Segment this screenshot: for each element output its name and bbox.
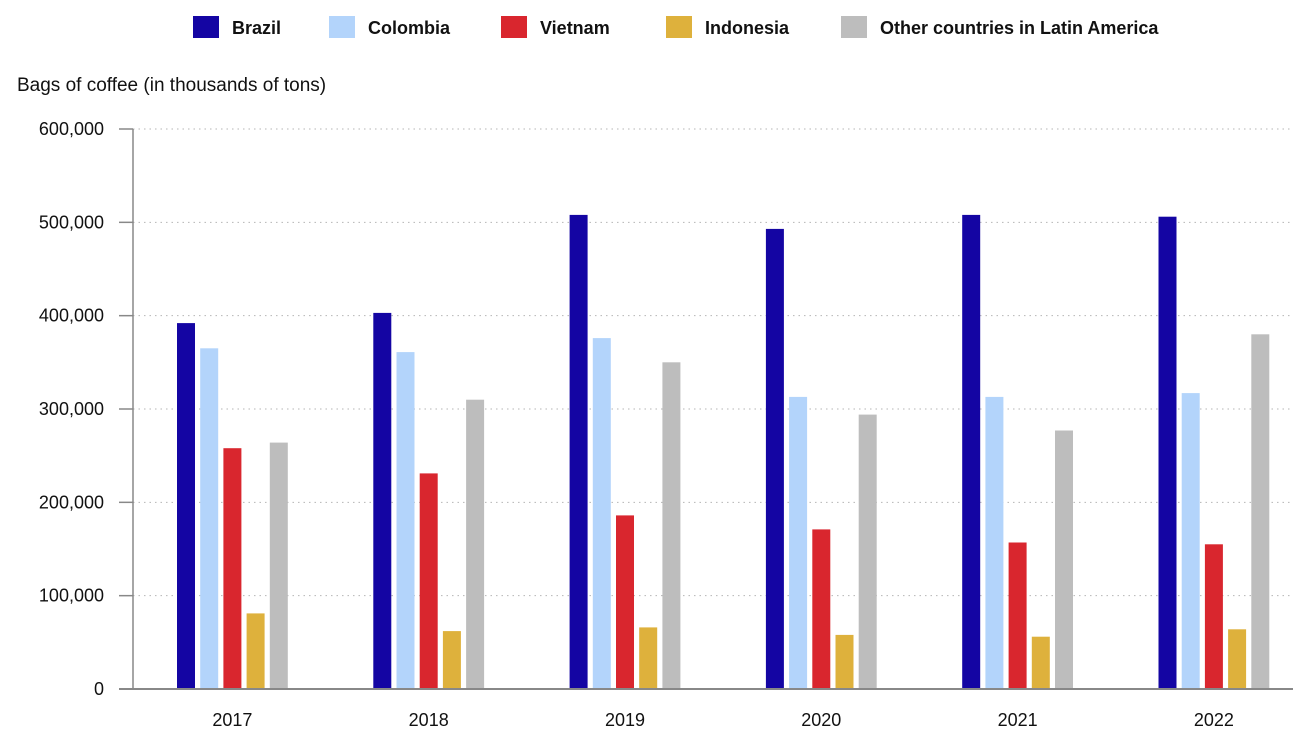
bar-indonesia-2020 <box>835 634 854 689</box>
bar-brazil-2020 <box>765 228 784 689</box>
bar-other-countries-in-latin-america-2018 <box>466 399 485 689</box>
y-axis-ticks: 0 100,000 200,000 300,000 400,000 500,000 600,… <box>39 119 133 699</box>
gridlines <box>133 128 1293 597</box>
bar-other-countries-in-latin-america-2017 <box>269 442 288 689</box>
legend-label-other-countries-in-latin-america: Other countries in Latin America <box>880 18 1159 38</box>
x-tick-label: 2017 <box>212 710 252 730</box>
axes <box>119 129 1293 690</box>
bar-indonesia-2018 <box>442 631 461 689</box>
y-tick-label: 0 <box>94 679 104 699</box>
bar-vietnam-2021 <box>1008 542 1027 689</box>
bar-vietnam-2020 <box>812 529 831 689</box>
y-tick-label: 100,000 <box>39 586 104 606</box>
legend-swatch-colombia <box>329 16 355 38</box>
legend-swatch-indonesia <box>666 16 692 38</box>
legend-label-vietnam: Vietnam <box>540 18 610 38</box>
bar-colombia-2020 <box>789 396 808 689</box>
bar-vietnam-2017 <box>223 448 242 689</box>
bar-vietnam-2019 <box>616 515 634 689</box>
bar-colombia-2021 <box>985 396 1004 689</box>
bar-indonesia-2022 <box>1228 629 1247 689</box>
bar-indonesia-2017 <box>246 613 265 689</box>
bar-vietnam-2018 <box>419 473 438 689</box>
x-tick-label: 2021 <box>998 710 1038 730</box>
y-tick-label: 600,000 <box>39 119 104 139</box>
bar-colombia-2018 <box>396 352 415 689</box>
bar-other-countries-in-latin-america-2020 <box>858 414 877 689</box>
x-tick-label: 2019 <box>605 710 645 730</box>
bar-brazil-2019 <box>569 214 588 689</box>
x-tick-label: 2018 <box>409 710 449 730</box>
bars <box>177 214 1270 689</box>
bar-other-countries-in-latin-america-2021 <box>1055 430 1073 689</box>
y-axis-label: Bags of coffee (in thousands of tons) <box>17 75 326 96</box>
legend-label-indonesia: Indonesia <box>705 18 790 38</box>
bar-other-countries-in-latin-america-2019 <box>662 362 681 689</box>
legend-label-brazil: Brazil <box>232 18 281 38</box>
legend: Brazil Colombia Vietnam Indonesia Other coun… <box>193 16 1159 38</box>
bar-brazil-2021 <box>962 214 981 689</box>
y-tick-label: 300,000 <box>39 399 104 419</box>
legend-label-colombia: Colombia <box>368 18 451 38</box>
legend-swatch-vietnam <box>501 16 527 38</box>
bar-brazil-2022 <box>1158 216 1177 689</box>
y-tick-label: 200,000 <box>39 492 104 512</box>
bar-indonesia-2021 <box>1031 636 1050 689</box>
legend-swatch-brazil <box>193 16 219 38</box>
x-tick-label: 2022 <box>1194 710 1234 730</box>
x-axis-ticks: 2017 2018 2019 2020 2021 2022 <box>212 710 1234 730</box>
bar-colombia-2017 <box>200 348 219 689</box>
y-tick-label: 500,000 <box>39 212 104 232</box>
y-tick-label: 400,000 <box>39 306 104 326</box>
bar-brazil-2018 <box>373 312 392 689</box>
x-tick-label: 2020 <box>801 710 841 730</box>
bar-vietnam-2022 <box>1204 544 1223 689</box>
legend-swatch-other-countries-in-latin-america <box>841 16 867 38</box>
bar-colombia-2019 <box>592 338 611 689</box>
bar-indonesia-2019 <box>639 627 658 689</box>
bar-other-countries-in-latin-america-2022 <box>1251 334 1270 689</box>
bar-colombia-2022 <box>1181 393 1200 689</box>
bar-brazil-2017 <box>177 323 195 689</box>
